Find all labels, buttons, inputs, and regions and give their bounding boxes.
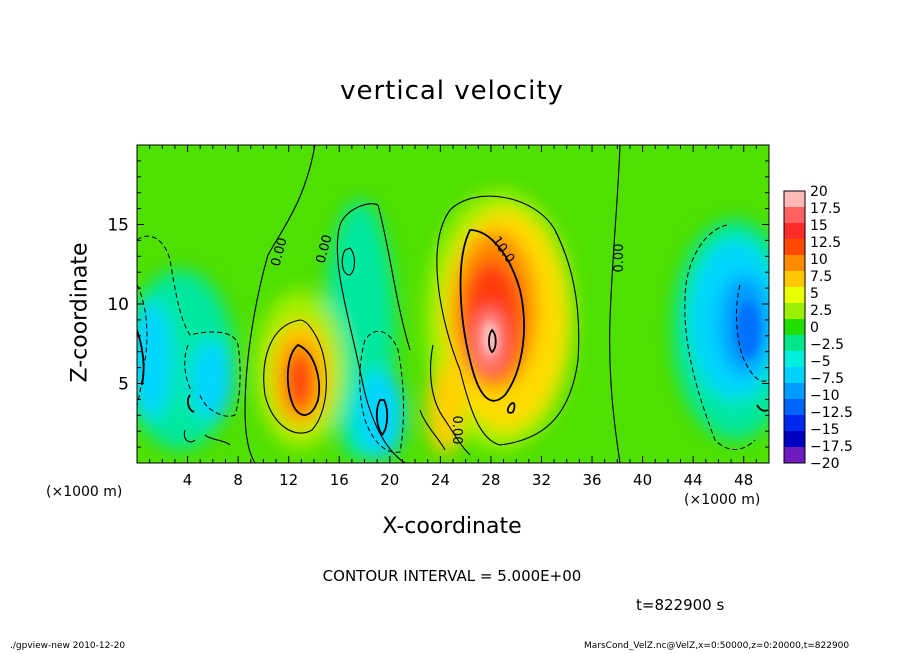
colorbar-swatch [784, 191, 805, 208]
heatmap-field [137, 145, 769, 463]
colorbar-swatch [784, 431, 805, 448]
colorbar-label: 10 [810, 252, 828, 268]
x-axis-title: X-coordinate [382, 514, 522, 539]
colorbar-swatch [784, 351, 805, 368]
colorbar-swatch [784, 415, 805, 432]
colorbar-label: 2.5 [810, 303, 832, 319]
colorbar-swatch [784, 383, 805, 400]
time-stamp: t=822900 s [636, 596, 725, 614]
colorbar-label: 12.5 [810, 235, 841, 251]
colorbar-label: −5 [810, 354, 831, 370]
x-unit-label-left: (×1000 m) [46, 484, 123, 500]
x-tick-label: 4 [183, 471, 193, 489]
y-tick-label: 15 [107, 216, 129, 236]
colorbar: 2017.51512.5107.552.50−2.5−5−7.5−10−12.5… [783, 184, 853, 472]
x-unit-label-right: (×1000 m) [684, 492, 761, 508]
colorbar-swatch [784, 319, 805, 336]
colorbar-swatch [784, 447, 805, 464]
footer-right: MarsCond_VelZ.nc@VelZ,x=0:50000,z=0:2000… [584, 641, 850, 651]
contour-interval-text: CONTOUR INTERVAL = 5.000E+00 [322, 567, 582, 585]
contour-label: 0.00 [269, 236, 291, 268]
x-tick-label: 20 [380, 471, 399, 489]
x-tick-label: 16 [330, 471, 349, 489]
x-axis: 4 8 12 16 20 24 28 32 36 40 44 48 [149, 145, 757, 489]
colorbar-label: 5 [810, 286, 819, 302]
colorbar-swatch [784, 223, 805, 240]
colorbar-swatch [784, 399, 805, 416]
x-tick-label: 24 [431, 471, 450, 489]
y-tick-label: 5 [118, 375, 129, 395]
colorbar-swatch [784, 335, 805, 352]
x-tick-label: 28 [481, 471, 500, 489]
colorbar-label: 0 [810, 320, 819, 336]
x-tick-label: 48 [734, 471, 753, 489]
colorbar-swatch [784, 367, 805, 384]
x-tick-label: 32 [532, 471, 551, 489]
x-tick-label: 8 [233, 471, 243, 489]
colorbar-label: 7.5 [810, 269, 832, 285]
colorbar-label: −7.5 [810, 371, 844, 387]
contour-label: 0.00 [612, 244, 627, 273]
contour-label: 0.00 [314, 233, 336, 265]
colorbar-label: −12.5 [810, 405, 853, 421]
colorbar-swatch [784, 271, 805, 288]
footer-left: ./gpview-new 2010-12-20 [10, 641, 126, 651]
colorbar-swatch [784, 239, 805, 256]
colorbar-frame [783, 190, 806, 464]
y-axis: 5 10 15 [107, 160, 769, 448]
x-tick-label: 40 [633, 471, 652, 489]
y-axis-title: Z-coordinate [67, 242, 93, 383]
contour-label: 0.00 [449, 416, 464, 445]
colorbar-label: 15 [810, 218, 828, 234]
colorbar-swatch [784, 303, 805, 320]
x-tick-label: 36 [582, 471, 601, 489]
x-tick-label: 12 [279, 471, 298, 489]
colorbar-swatch [784, 255, 805, 272]
colorbar-label: −15 [810, 422, 840, 438]
colorbar-label: −20 [810, 456, 840, 472]
colorbar-label: 20 [810, 184, 828, 200]
colorbar-label: −2.5 [810, 337, 844, 353]
chart-title: vertical velocity [340, 76, 564, 106]
colorbar-swatch [784, 207, 805, 224]
colorbar-label: 17.5 [810, 201, 841, 217]
y-tick-label: 10 [107, 295, 129, 315]
colorbar-label: −10 [810, 388, 840, 404]
colorbar-swatch [784, 287, 805, 304]
colorbar-label: −17.5 [810, 439, 853, 455]
x-tick-label: 44 [684, 471, 703, 489]
